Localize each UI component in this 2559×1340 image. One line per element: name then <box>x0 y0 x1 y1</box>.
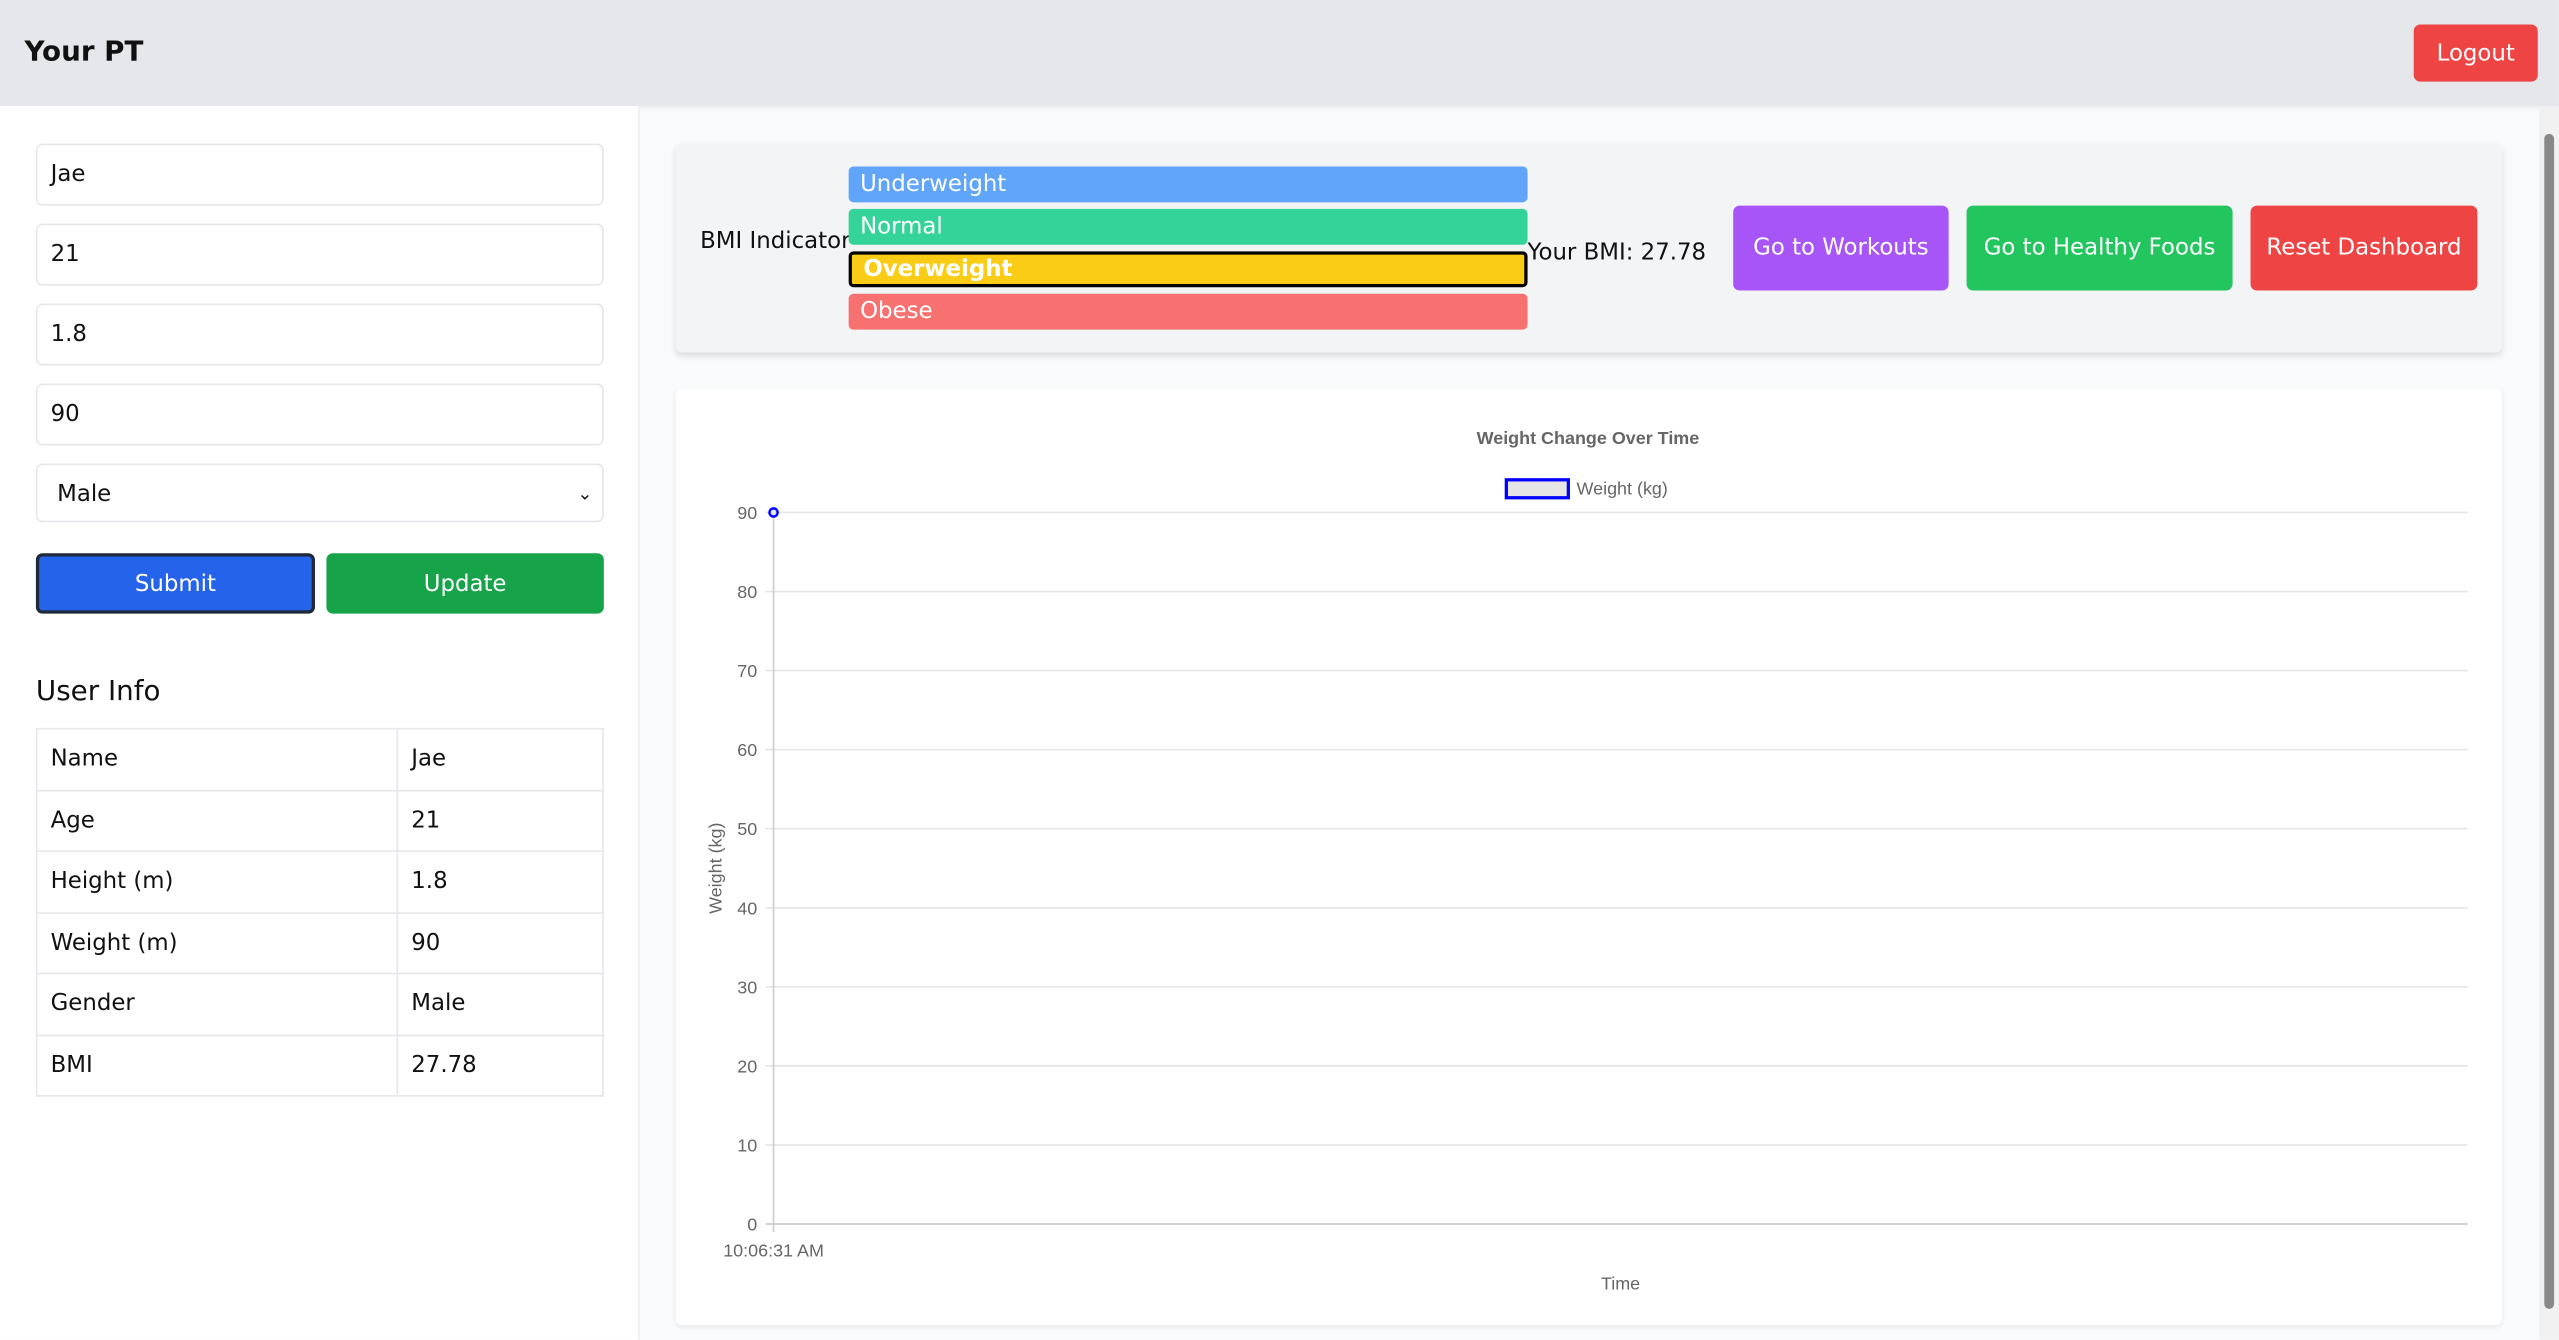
table-row: BMI 27.78 <box>35 1033 604 1097</box>
gender-select[interactable]: Male ⌄ <box>35 463 604 523</box>
row-value: Jae <box>396 727 604 791</box>
weight-chart-card <box>675 388 2502 1326</box>
chart-title: Weight Change Over Time <box>1477 428 1700 448</box>
legend-swatch[interactable] <box>1504 478 1570 500</box>
sidebar <box>0 106 640 1340</box>
bmi-bar-normal: Normal <box>848 208 1528 245</box>
row-label: BMI <box>35 1033 399 1097</box>
row-value: 27.78 <box>396 1033 604 1097</box>
y-tick-label: 50 <box>737 819 757 839</box>
row-value: 21 <box>396 789 604 852</box>
row-label: Age <box>35 789 399 852</box>
y-tick-label: 20 <box>737 1056 757 1076</box>
gender-value: Male <box>57 481 112 508</box>
bmi-bar-overweight: Overweight <box>848 251 1528 288</box>
bmi-bar-underweight: Underweight <box>848 166 1528 203</box>
row-label: Gender <box>35 972 399 1036</box>
y-tick-label: 60 <box>737 740 757 760</box>
your-bmi-value: Your BMI: 27.78 <box>1527 239 1707 267</box>
reset-dashboard-button[interactable]: Reset Dashboard <box>2250 205 2478 291</box>
y-tick-label: 0 <box>747 1215 757 1235</box>
name-input[interactable]: Jae <box>35 143 604 206</box>
y-axis-label: Weight (kg) <box>705 823 725 914</box>
y-tick-label: 70 <box>737 661 757 681</box>
submit-button[interactable]: Submit <box>35 553 315 614</box>
table-row: Age 21 <box>35 789 604 852</box>
table-row: Name Jae <box>35 727 604 791</box>
y-tick-label: 80 <box>737 582 757 602</box>
legend-label[interactable]: Weight (kg) <box>1577 478 1668 498</box>
go-to-workouts-button[interactable]: Go to Workouts <box>1733 205 1949 291</box>
x-tick-label: 10:06:31 AM <box>723 1241 824 1261</box>
y-tick-label: 10 <box>737 1135 757 1155</box>
y-tick-label: 40 <box>737 898 757 918</box>
logout-button[interactable]: Logout <box>2413 24 2538 82</box>
user-info-heading: User Info <box>35 675 161 709</box>
table-row: Gender Male <box>35 972 604 1036</box>
row-label: Weight (m) <box>35 911 399 975</box>
top-bar: Your PT Logout <box>0 0 2559 107</box>
row-value: 1.8 <box>396 850 604 914</box>
weight-chart: Weight Change Over Time Weight (kg) 0 10 2… <box>705 428 2468 1293</box>
app-title: Your PT <box>24 35 144 69</box>
row-value: 90 <box>396 911 604 975</box>
data-point[interactable] <box>768 507 779 518</box>
user-info-table: Name Jae Age 21 Height (m) 1.8 Weight (m) 90 Gen… <box>35 727 604 1097</box>
age-input[interactable]: 21 <box>35 223 604 286</box>
table-row: Height (m) 1.8 <box>35 850 604 914</box>
bmi-indicator-label: BMI Indicator <box>700 228 851 255</box>
go-to-healthy-foods-button[interactable]: Go to Healthy Foods <box>1966 205 2233 291</box>
scrollbar-thumb[interactable] <box>2544 133 2555 1309</box>
chevron-down-icon: ⌄ <box>577 483 593 505</box>
row-label: Height (m) <box>35 850 399 914</box>
row-value: Male <box>396 972 604 1036</box>
height-input[interactable]: 1.8 <box>35 303 604 366</box>
y-tick-label: 30 <box>737 977 757 997</box>
table-row: Weight (m) 90 <box>35 911 604 975</box>
x-axis-label: Time <box>1601 1273 1640 1293</box>
bmi-bar-obese: Obese <box>848 293 1528 330</box>
row-label: Name <box>35 727 399 791</box>
y-tick-label: 90 <box>737 503 757 523</box>
weight-input[interactable]: 90 <box>35 383 604 446</box>
update-button[interactable]: Update <box>326 553 604 614</box>
